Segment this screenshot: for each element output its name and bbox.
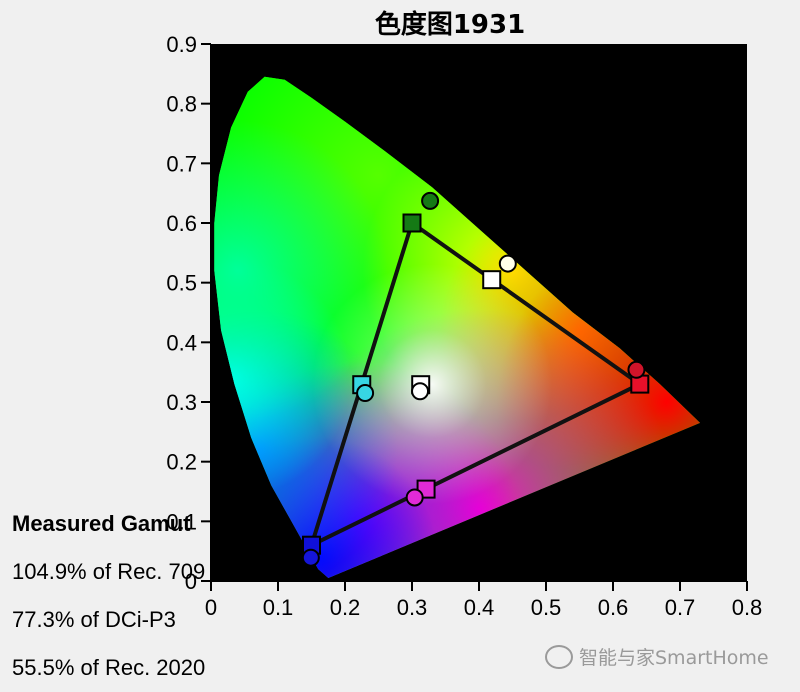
gamut-line-dcip3: 77.3% of DCi-P3: [12, 607, 176, 632]
y-tick-label: 0.1: [166, 509, 197, 534]
y-tick-label: 0.8: [166, 92, 197, 117]
x-tick-label: 0.4: [464, 595, 495, 620]
x-tick-label: 0.7: [665, 595, 696, 620]
y-tick-label: 0.5: [166, 271, 197, 296]
measured-point: [498, 254, 517, 273]
measured-point: [405, 488, 424, 507]
reference-square: [402, 213, 422, 233]
x-tick-label: 0.8: [732, 595, 763, 620]
gamut-line-rec709: 104.9% of Rec. 709: [12, 559, 206, 584]
x-tick-label: 0.5: [531, 595, 562, 620]
y-tick-label: 0.9: [166, 32, 197, 57]
x-tick-label: 0.3: [397, 595, 428, 620]
x-tick-label: 0.6: [598, 595, 629, 620]
measured-point: [627, 360, 646, 379]
measured-point: [356, 384, 375, 403]
x-tick-label: 0.1: [263, 595, 294, 620]
x-tick-label: 0: [205, 595, 217, 620]
y-tick-label: 0.4: [166, 330, 197, 355]
gamut-heading: Measured Gamut: [12, 511, 191, 536]
y-tick-label: 0: [185, 569, 197, 594]
chart-title: 色度图1931: [374, 10, 526, 40]
y-tick-label: 0.3: [166, 390, 197, 415]
measured-point: [411, 382, 430, 401]
y-tick-label: 0.2: [166, 450, 197, 475]
y-tick-label: 0.6: [166, 211, 197, 236]
axes: 0 0.1 0.2 0.3 0.4 0.5 0.6 0.7 0.8 0.9 0 0.1 0.2 0.3 0.…: [166, 32, 762, 620]
watermark-text: 智能与家SmartHome: [579, 647, 769, 669]
y-tick-label: 0.7: [166, 151, 197, 176]
x-tick-label: 0.2: [330, 595, 361, 620]
measured-point: [421, 191, 440, 210]
measured-point: [301, 548, 320, 567]
gamut-line-rec2020: 55.5% of Rec. 2020: [12, 655, 206, 680]
watermark: 智能与家SmartHome: [545, 643, 769, 670]
reference-square: [482, 270, 502, 290]
chart-marks: [301, 191, 650, 567]
gamut-panel: Measured Gamut 104.9% of Rec. 709 77.3% …: [12, 500, 222, 692]
wechat-icon: [545, 644, 573, 669]
